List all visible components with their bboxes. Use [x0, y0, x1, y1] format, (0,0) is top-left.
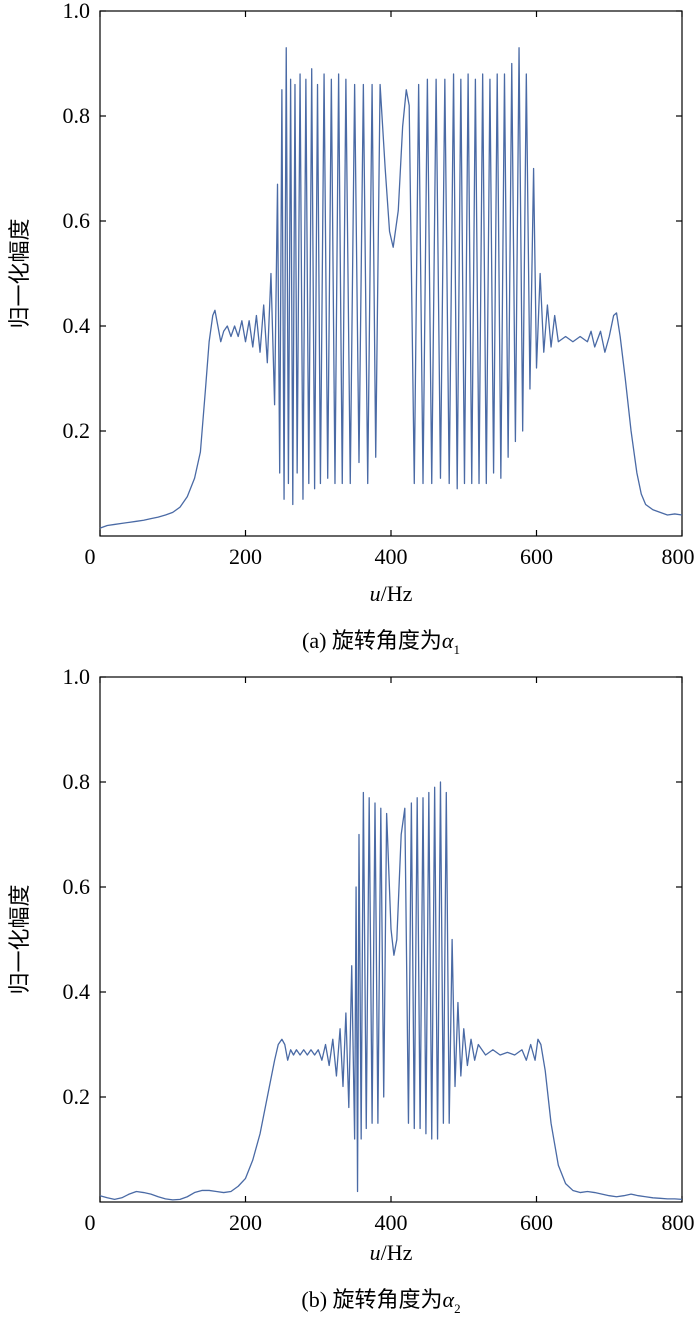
x-tick-label: 400	[375, 1210, 408, 1235]
y-tick-label: 0.6	[63, 208, 91, 233]
caption-symbol: α	[442, 628, 454, 653]
x-axis-title-variable: u	[370, 581, 381, 606]
x-axis-title: u/Hz	[370, 1240, 413, 1265]
plot-frame	[99, 676, 683, 1203]
caption-text: (b) 旋转角度为	[301, 1287, 442, 1312]
series-line	[99, 781, 683, 1201]
y-tick-label: 0.4	[63, 313, 91, 338]
y-tick-label: 0.8	[63, 769, 91, 794]
y-tick-label: 1.0	[63, 0, 91, 23]
y-tick-label: 0.6	[63, 874, 91, 899]
x-tick-label: 400	[375, 544, 408, 569]
x-tick-label: 600	[520, 1210, 553, 1235]
y-tick-label: 0.2	[63, 418, 91, 443]
x-tick-label: 800	[662, 544, 695, 569]
chart-panel-a: 0 200 400 600 800 0.2 0.4 0.6 0.8 1.0 归一化幅度 u/Hz (a)…	[7, 0, 694, 657]
caption-subscript: 2	[454, 1301, 461, 1316]
panel-caption: (b) 旋转角度为α2	[301, 1287, 460, 1316]
y-axis-title: 归一化幅度	[7, 884, 32, 994]
panel-caption: (a) 旋转角度为α1	[302, 628, 460, 657]
y-tick-label: 1.0	[63, 664, 91, 689]
caption-subscript: 1	[453, 642, 460, 657]
y-axis-title: 归一化幅度	[7, 218, 32, 328]
caption-symbol: α	[443, 1287, 455, 1312]
chart-panel-b: 0 200 400 600 800 0.2 0.4 0.6 0.8 1.0 归一化幅度 u/Hz (b)…	[7, 664, 694, 1316]
plot-frame	[99, 10, 683, 537]
x-axis-title-unit: /Hz	[381, 581, 413, 606]
x-tick-label: 200	[229, 1210, 262, 1235]
x-tick-label: 0	[85, 544, 96, 569]
series-line	[99, 47, 683, 529]
x-tick-label: 800	[662, 1210, 695, 1235]
x-axis-title: u/Hz	[370, 581, 413, 606]
y-tick-label: 0.2	[63, 1084, 91, 1109]
y-tick-label: 0.4	[63, 979, 91, 1004]
x-axis-title-variable: u	[370, 1240, 381, 1265]
x-axis-title-unit: /Hz	[381, 1240, 413, 1265]
x-tick-label: 600	[520, 544, 553, 569]
caption-text: (a) 旋转角度为	[302, 628, 442, 653]
x-tick-label: 200	[229, 544, 262, 569]
x-tick-label: 0	[85, 1210, 96, 1235]
y-tick-label: 0.8	[63, 103, 91, 128]
